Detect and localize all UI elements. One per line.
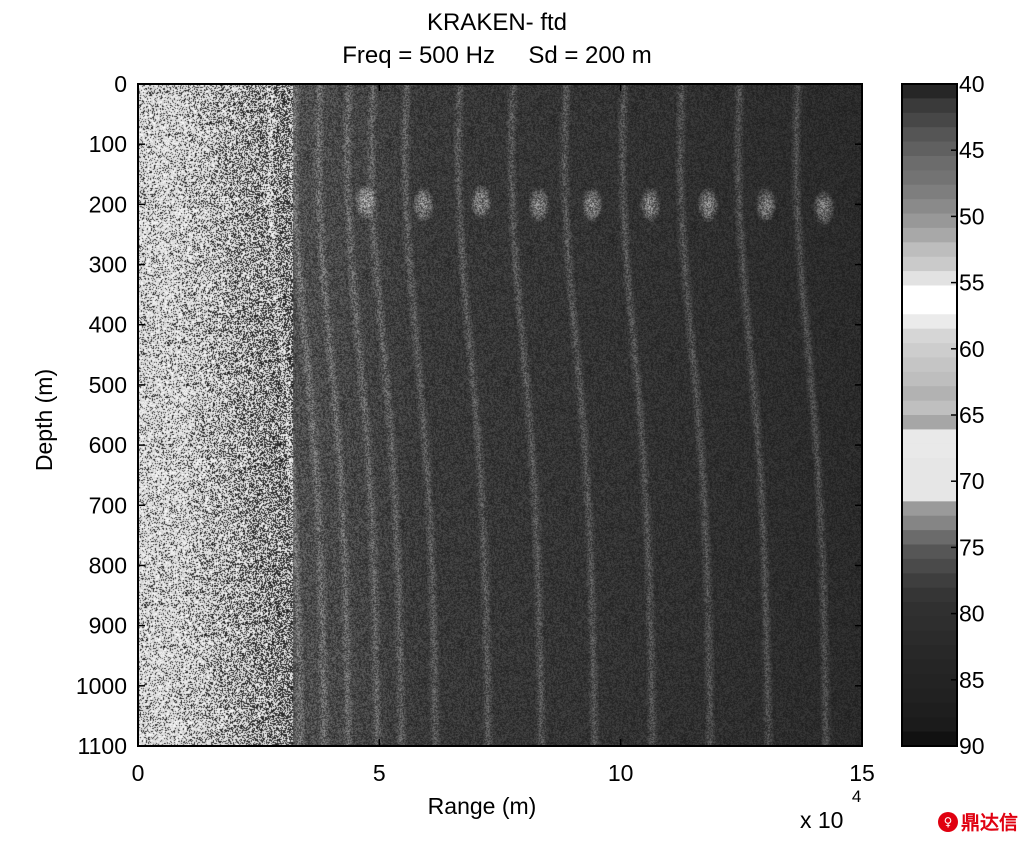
colorbar-step — [902, 285, 957, 301]
colorbar-step — [902, 314, 957, 330]
colorbar-tick-label: 65 — [959, 402, 985, 428]
y-tick-label: 100 — [89, 131, 127, 157]
y-tick-label: 600 — [89, 432, 127, 458]
colorbar-step — [902, 587, 957, 603]
plot-frame — [137, 83, 863, 747]
y-axis-label: Depth (m) — [31, 369, 57, 471]
colorbar-step — [902, 141, 957, 157]
y-tick-label: 1100 — [78, 733, 127, 759]
y-tick-label: 200 — [89, 191, 127, 217]
colorbar-tick-label: 50 — [959, 203, 985, 229]
y-tick-label: 300 — [89, 252, 127, 278]
colorbar-step — [902, 429, 957, 445]
colorbar-step — [902, 343, 957, 359]
watermark-text: 鼎达信 — [960, 812, 1018, 834]
colorbar-step — [902, 98, 957, 114]
colorbar-tick-label: 85 — [959, 667, 985, 693]
colorbar-step — [902, 731, 957, 747]
colorbar-step — [902, 472, 957, 488]
colorbar-tick-label: 40 — [959, 71, 985, 97]
colorbar-step — [902, 299, 957, 315]
colorbar-step — [902, 213, 957, 229]
colorbar-ticks: 40 45 50 55 60 65 70 75 80 85 90 — [951, 71, 985, 759]
colorbar-step — [902, 242, 957, 258]
x-axis-label: Range (m) — [428, 793, 537, 819]
colorbar-step — [902, 112, 957, 128]
colorbar-step — [902, 155, 957, 171]
colorbar-step — [902, 170, 957, 186]
colorbar-tick-label: 45 — [959, 137, 985, 163]
x-tick-label: 10 — [608, 760, 634, 786]
colorbar-step — [902, 486, 957, 502]
colorbar-step — [902, 717, 957, 733]
colorbar-step — [902, 573, 957, 589]
x-multiplier: x 10 4 — [800, 787, 861, 833]
colorbar-tick-label: 75 — [959, 534, 985, 560]
x-multiplier-base: x 10 — [800, 807, 843, 833]
y-axis: 0 100 200 300 400 500 600 700 800 900 1000 1100 — [76, 71, 862, 759]
y-tick-label: 900 — [89, 613, 127, 639]
colorbar-step — [902, 630, 957, 646]
colorbar-step — [902, 84, 957, 99]
colorbar-tick-label: 60 — [959, 336, 985, 362]
colorbar-step — [902, 558, 957, 574]
colorbar-step — [902, 616, 957, 632]
colorbar-step — [902, 415, 957, 430]
colorbar-step — [902, 659, 957, 675]
colorbar-step — [902, 515, 957, 531]
colorbar-step — [902, 674, 957, 690]
y-tick-label: 0 — [114, 71, 127, 97]
watermark-logo: ♀ 鼎达信 — [937, 808, 1018, 835]
colorbar-step — [902, 386, 957, 402]
colorbar-step — [902, 256, 957, 272]
y-tick-label: 1000 — [76, 673, 127, 699]
colorbar-step — [902, 602, 957, 618]
colorbar-step — [902, 530, 957, 546]
x-axis: 0 5 10 15 — [132, 84, 875, 786]
x-multiplier-exponent: 4 — [852, 787, 861, 806]
colorbar — [902, 84, 957, 747]
colorbar-tick-label: 90 — [959, 733, 985, 759]
x-tick-label: 5 — [373, 760, 386, 786]
colorbar-tick-label: 80 — [959, 601, 985, 627]
colorbar-step — [902, 371, 957, 387]
colorbar-step — [902, 127, 957, 143]
colorbar-tick-label: 55 — [959, 270, 985, 296]
logo-icon: ♀ — [937, 811, 958, 832]
y-tick-label: 400 — [89, 312, 127, 338]
colorbar-step — [902, 328, 957, 344]
colorbar-step — [902, 544, 957, 560]
colorbar-step — [902, 688, 957, 704]
y-tick-label: 500 — [89, 372, 127, 398]
chart-subtitle: Freq = 500 Hz Sd = 200 m — [342, 42, 652, 69]
colorbar-step — [902, 227, 957, 243]
colorbar-tick-label: 70 — [959, 468, 985, 494]
plot-area — [137, 83, 863, 747]
x-tick-label: 0 — [132, 760, 145, 786]
colorbar-step — [902, 501, 957, 517]
colorbar-step — [902, 458, 957, 474]
colorbar-step — [902, 199, 957, 215]
y-tick-label: 700 — [89, 492, 127, 518]
colorbar-step — [902, 271, 957, 287]
chart-title: KRAKEN- ftd — [427, 9, 567, 36]
colorbar-step — [902, 400, 957, 416]
colorbar-step — [902, 443, 957, 459]
colorbar-step — [902, 702, 957, 718]
colorbar-step — [902, 645, 957, 661]
heatmap-field — [138, 84, 862, 746]
x-tick-label: 15 — [849, 760, 875, 786]
colorbar-step — [902, 184, 957, 200]
y-tick-label: 800 — [89, 552, 127, 578]
colorbar-step — [902, 357, 957, 373]
